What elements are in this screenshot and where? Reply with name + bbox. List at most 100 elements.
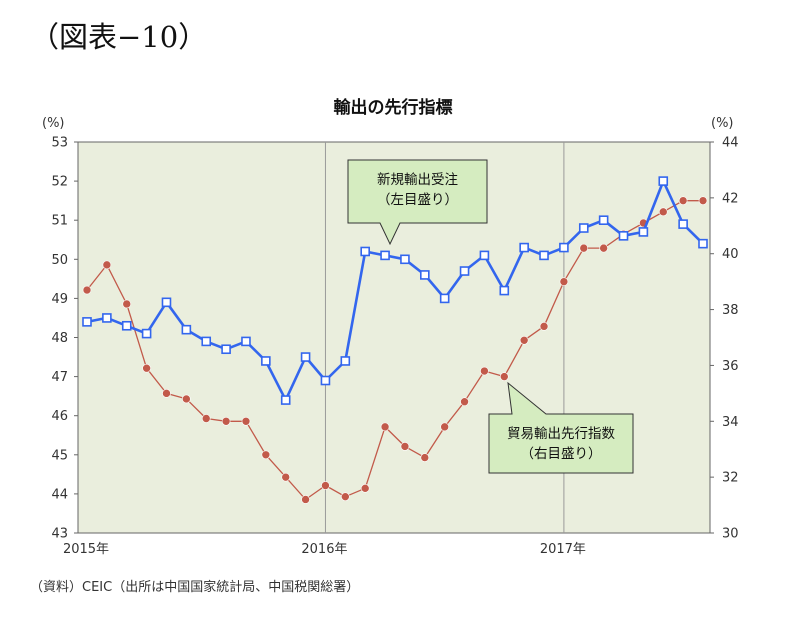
- data-point-circle: [499, 372, 509, 381]
- data-point-circle: [480, 366, 489, 376]
- data-point-square: [221, 344, 231, 355]
- data-point-circle: [420, 453, 430, 462]
- data-point-square: [360, 246, 370, 257]
- callout-label: 新規輸出受注: [377, 172, 458, 188]
- data-point-square: [161, 297, 172, 308]
- data-point-circle: [579, 243, 589, 253]
- source-note: （資料）CEIC（出所は中国国家統計局、中国税関総署）: [30, 580, 360, 595]
- left-tick-label: 52: [51, 175, 68, 190]
- data-point-square: [578, 223, 589, 233]
- left-tick-label: 53: [51, 136, 68, 151]
- data-point-square: [459, 266, 470, 276]
- data-point-square: [141, 328, 152, 339]
- data-point-square: [559, 242, 569, 253]
- data-point-circle: [460, 397, 469, 407]
- data-point-circle: [142, 363, 151, 373]
- x-tick-label: 2016年: [301, 542, 347, 557]
- callout-label: 貿易輸出先行指数: [507, 426, 615, 442]
- data-point-circle: [360, 484, 370, 493]
- x-tick-label: 2017年: [540, 542, 586, 557]
- callout-box: [347, 159, 488, 246]
- data-point-square: [121, 320, 132, 331]
- data-point-circle: [599, 243, 608, 253]
- data-point-circle: [321, 481, 330, 490]
- data-point-square: [420, 270, 430, 280]
- data-point-circle: [221, 416, 231, 426]
- data-point-square: [638, 227, 649, 237]
- data-point-circle: [201, 414, 211, 423]
- callout-label: （右目盛り）: [521, 446, 602, 462]
- left-tick-label: 50: [51, 253, 68, 268]
- callout-trade-export-index: 貿易輸出先行指数 （右目盛り）: [488, 381, 634, 474]
- data-point-circle: [519, 335, 529, 345]
- data-point-square: [181, 324, 192, 335]
- data-point-square: [519, 242, 529, 253]
- chart-title: 輸出の先行指標: [334, 97, 453, 118]
- data-point-circle: [698, 196, 708, 205]
- data-point-square: [340, 356, 351, 366]
- data-point-circle: [281, 472, 291, 482]
- right-tick-label: 44: [722, 136, 739, 151]
- left-tick-label: 46: [51, 409, 68, 424]
- data-point-circle: [341, 492, 350, 501]
- left-tick-label: 43: [51, 527, 68, 542]
- data-point-circle: [182, 394, 191, 404]
- left-tick-label: 45: [51, 448, 68, 463]
- data-point-square: [261, 356, 271, 366]
- data-point-circle: [162, 389, 171, 398]
- series-square: [82, 176, 708, 405]
- data-point-square: [499, 285, 510, 296]
- data-point-circle: [539, 322, 549, 331]
- data-point-square: [618, 231, 629, 241]
- right-tick-label: 30: [722, 527, 739, 542]
- left-tick-label: 49: [51, 292, 68, 307]
- data-point-circle: [559, 277, 569, 286]
- data-point-square: [320, 375, 331, 386]
- data-point-circle: [102, 260, 112, 270]
- data-point-square: [300, 352, 311, 362]
- left-tick-label: 47: [51, 370, 68, 385]
- left-tick-label: 48: [51, 331, 68, 346]
- data-point-square: [698, 238, 708, 249]
- left-tick-label: 44: [51, 487, 68, 502]
- series-circle: [82, 196, 708, 504]
- callout-label: （左目盛り）: [377, 192, 458, 208]
- right-tick-label: 40: [722, 247, 739, 262]
- left-axis-unit: (%): [42, 116, 65, 131]
- data-point-circle: [82, 285, 92, 295]
- right-tick-label: 42: [722, 191, 739, 206]
- data-point-square: [241, 336, 251, 347]
- data-point-circle: [301, 495, 310, 504]
- right-tick-label: 32: [722, 471, 739, 486]
- data-point-circle: [241, 416, 251, 426]
- data-point-square: [439, 293, 450, 304]
- left-tick-label: 51: [51, 214, 68, 229]
- right-tick-label: 34: [722, 415, 739, 430]
- data-point-square: [82, 317, 92, 327]
- data-point-circle: [122, 299, 132, 309]
- callout-box: [488, 381, 634, 474]
- data-point-square: [598, 215, 609, 225]
- data-point-square: [658, 176, 669, 186]
- data-point-square: [678, 219, 688, 229]
- data-point-square: [201, 336, 212, 347]
- data-point-circle: [678, 196, 688, 205]
- data-point-circle: [440, 422, 449, 432]
- callout-new-export-orders: 新規輸出受注 （左目盛り）: [347, 159, 488, 246]
- right-tick-label: 38: [722, 303, 739, 318]
- figure-label: （図表−10）: [30, 20, 208, 54]
- data-point-square: [102, 313, 112, 323]
- right-axis-unit: (%): [711, 116, 734, 131]
- x-tick-label: 2015年: [63, 542, 109, 557]
- data-point-circle: [380, 422, 390, 432]
- data-point-square: [280, 395, 291, 405]
- data-point-circle: [658, 207, 668, 217]
- data-point-square: [400, 254, 410, 265]
- data-point-circle: [400, 442, 410, 451]
- data-point-circle: [261, 450, 271, 460]
- data-point-square: [380, 250, 390, 261]
- data-point-square: [539, 250, 549, 261]
- right-tick-label: 36: [722, 359, 739, 374]
- data-point-square: [479, 250, 490, 261]
